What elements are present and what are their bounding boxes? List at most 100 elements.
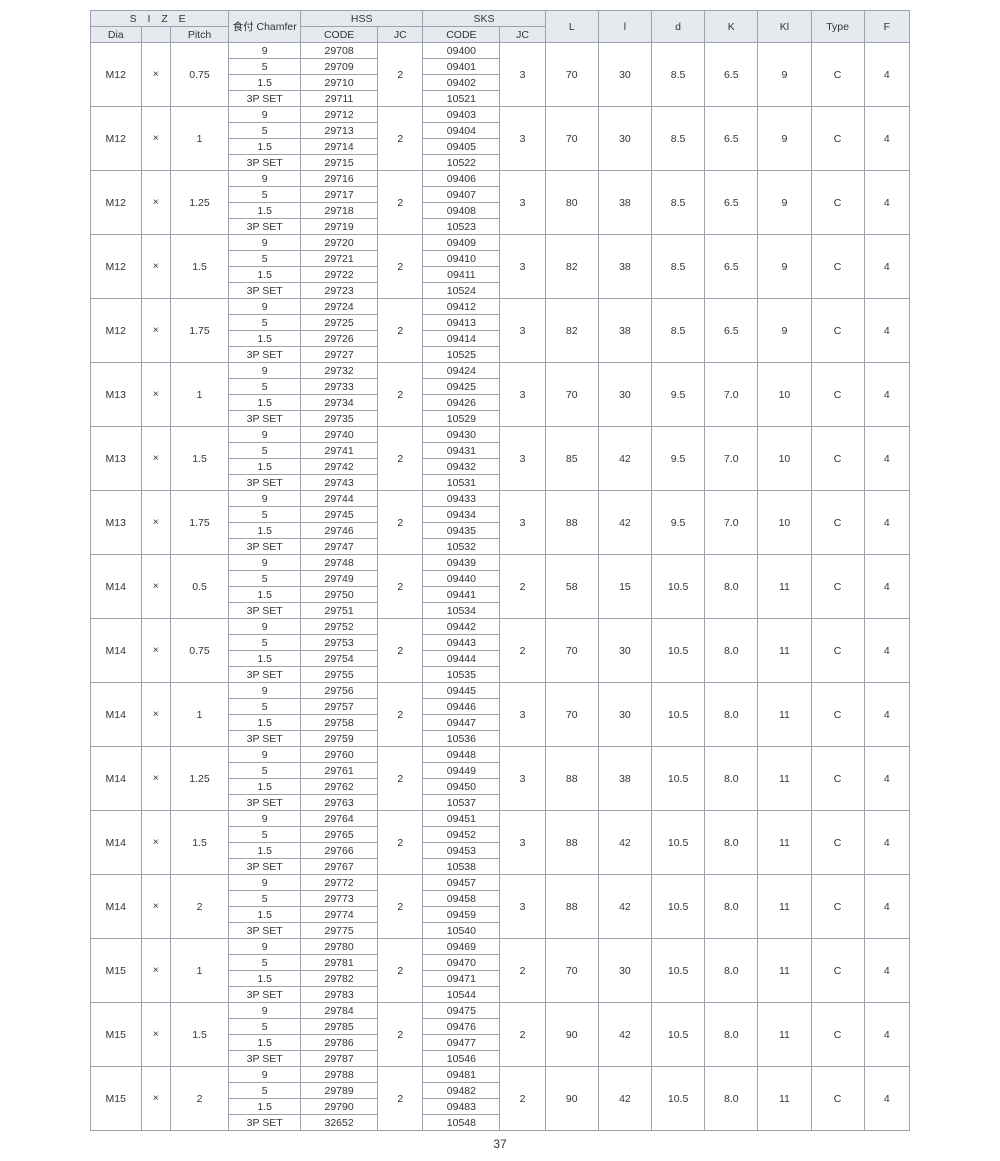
cell-Type: C [811, 683, 864, 747]
cell-sks-code: 10536 [423, 731, 500, 747]
table-header: S I Z E 食付 Chamfer HSS SKS L l d K Kl Ty… [91, 11, 910, 43]
cell-L: 88 [545, 875, 598, 939]
cell-sks-code: 09471 [423, 971, 500, 987]
cell-sks-code: 10534 [423, 603, 500, 619]
cell-F: 4 [864, 683, 909, 747]
cell-sks-jc: 2 [500, 555, 545, 619]
cell-sks-code: 10548 [423, 1115, 500, 1131]
hdr-K: K [705, 11, 758, 43]
cell-sks-code: 09481 [423, 1067, 500, 1083]
cell-Kl: 11 [758, 555, 811, 619]
cell-mult: × [141, 1067, 170, 1131]
cell-chamfer: 3P SET [229, 731, 301, 747]
cell-d: 10.5 [652, 939, 705, 1003]
cell-chamfer: 1.5 [229, 587, 301, 603]
cell-Kl: 9 [758, 299, 811, 363]
cell-d: 8.5 [652, 43, 705, 107]
cell-l: 15 [598, 555, 651, 619]
cell-hss-code: 29723 [301, 283, 378, 299]
cell-d: 8.5 [652, 107, 705, 171]
cell-F: 4 [864, 299, 909, 363]
cell-sks-jc: 3 [500, 683, 545, 747]
cell-F: 4 [864, 1067, 909, 1131]
cell-L: 70 [545, 939, 598, 1003]
cell-Kl: 11 [758, 811, 811, 875]
cell-hss-code: 29756 [301, 683, 378, 699]
cell-sks-jc: 3 [500, 107, 545, 171]
table-row: M13×1.75929744209433388429.57.010C4 [91, 491, 910, 507]
cell-hss-code: 29748 [301, 555, 378, 571]
cell-chamfer: 3P SET [229, 1051, 301, 1067]
cell-dia: M12 [91, 171, 142, 235]
cell-pitch: 1 [170, 363, 229, 427]
cell-Kl: 11 [758, 619, 811, 683]
cell-d: 10.5 [652, 1003, 705, 1067]
cell-hss-code: 29757 [301, 699, 378, 715]
cell-hss-code: 29760 [301, 747, 378, 763]
cell-chamfer: 9 [229, 747, 301, 763]
cell-sks-code: 09433 [423, 491, 500, 507]
cell-l: 42 [598, 875, 651, 939]
cell-sks-code: 10523 [423, 219, 500, 235]
cell-mult: × [141, 363, 170, 427]
cell-chamfer: 1.5 [229, 139, 301, 155]
cell-sks-jc: 3 [500, 171, 545, 235]
cell-Type: C [811, 235, 864, 299]
cell-K: 6.5 [705, 171, 758, 235]
cell-sks-code: 09412 [423, 299, 500, 315]
cell-chamfer: 5 [229, 699, 301, 715]
cell-sks-code: 09477 [423, 1035, 500, 1051]
table-row: M14×1.59297642094513884210.58.011C4 [91, 811, 910, 827]
cell-l: 42 [598, 1067, 651, 1131]
table-row: M15×19297802094692703010.58.011C4 [91, 939, 910, 955]
cell-hss-code: 29713 [301, 123, 378, 139]
cell-Type: C [811, 747, 864, 811]
cell-sks-code: 10538 [423, 859, 500, 875]
cell-sks-code: 09476 [423, 1019, 500, 1035]
cell-sks-code: 10537 [423, 795, 500, 811]
cell-hss-code: 29782 [301, 971, 378, 987]
cell-hss-code: 29724 [301, 299, 378, 315]
cell-sks-code: 09444 [423, 651, 500, 667]
cell-dia: M13 [91, 427, 142, 491]
cell-hss-code: 29746 [301, 523, 378, 539]
cell-chamfer: 5 [229, 443, 301, 459]
cell-sks-code: 09411 [423, 267, 500, 283]
cell-d: 8.5 [652, 235, 705, 299]
cell-hss-code: 29764 [301, 811, 378, 827]
cell-Type: C [811, 939, 864, 1003]
cell-chamfer: 9 [229, 299, 301, 315]
cell-chamfer: 3P SET [229, 155, 301, 171]
cell-chamfer: 9 [229, 427, 301, 443]
cell-F: 4 [864, 811, 909, 875]
cell-hss-code: 29709 [301, 59, 378, 75]
cell-dia: M12 [91, 235, 142, 299]
cell-chamfer: 1.5 [229, 843, 301, 859]
cell-chamfer: 9 [229, 875, 301, 891]
cell-sks-code: 10524 [423, 283, 500, 299]
cell-mult: × [141, 939, 170, 1003]
cell-Kl: 9 [758, 171, 811, 235]
cell-chamfer: 3P SET [229, 283, 301, 299]
cell-F: 4 [864, 363, 909, 427]
cell-pitch: 1.75 [170, 299, 229, 363]
cell-sks-code: 09406 [423, 171, 500, 187]
cell-dia: M15 [91, 1067, 142, 1131]
cell-mult: × [141, 1003, 170, 1067]
cell-hss-jc: 2 [378, 427, 423, 491]
cell-K: 8.0 [705, 875, 758, 939]
cell-mult: × [141, 683, 170, 747]
cell-hss-code: 29711 [301, 91, 378, 107]
cell-pitch: 0.75 [170, 619, 229, 683]
cell-dia: M14 [91, 875, 142, 939]
cell-hss-code: 29744 [301, 491, 378, 507]
cell-hss-code: 29784 [301, 1003, 378, 1019]
cell-d: 8.5 [652, 171, 705, 235]
cell-L: 58 [545, 555, 598, 619]
cell-sks-code: 09453 [423, 843, 500, 859]
cell-chamfer: 1.5 [229, 971, 301, 987]
cell-F: 4 [864, 107, 909, 171]
cell-pitch: 1.25 [170, 171, 229, 235]
cell-chamfer: 5 [229, 763, 301, 779]
cell-K: 6.5 [705, 43, 758, 107]
